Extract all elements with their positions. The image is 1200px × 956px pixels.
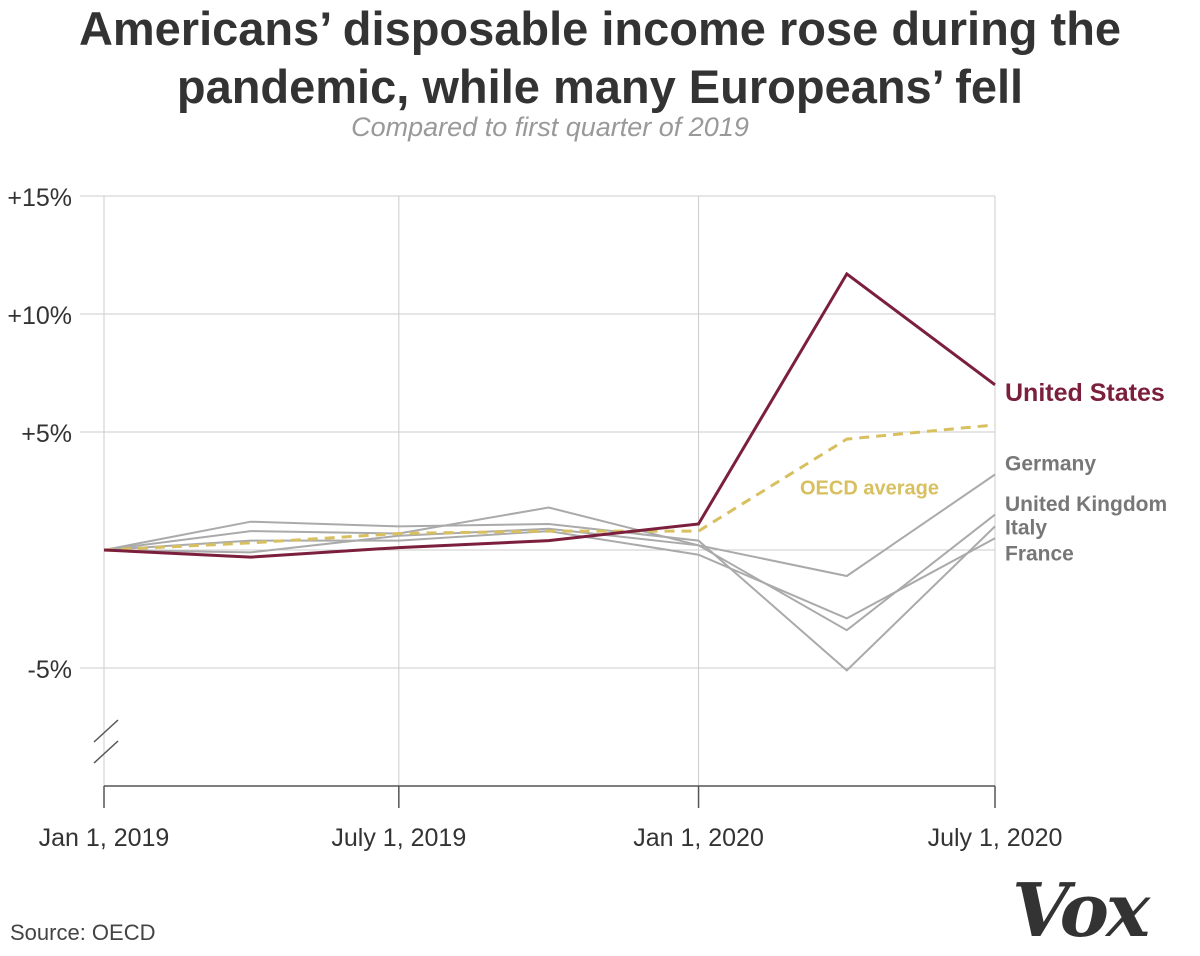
series-label-united-kingdom: United Kingdom bbox=[1005, 493, 1167, 516]
grid-layer bbox=[80, 195, 996, 808]
series-line-italy bbox=[103, 520, 996, 672]
series-label-germany: Germany bbox=[1005, 453, 1096, 476]
x-tick-label: July 1, 2019 bbox=[331, 824, 466, 852]
y-tick-label: +15% bbox=[7, 184, 72, 212]
title-line-2: pandemic, while many Europeans’ fell bbox=[176, 60, 1024, 113]
x-tick-label: July 1, 2020 bbox=[928, 824, 1063, 852]
series-line-united-states bbox=[103, 271, 996, 559]
series-line-germany bbox=[103, 473, 996, 578]
axis-break-mark bbox=[93, 719, 119, 743]
series-line-oecd-average bbox=[103, 423, 996, 552]
series-line-france bbox=[103, 530, 996, 620]
label-layer: +15% +10% +5% -5% Jan 1, 2019 July 1, 2019 Jan… bbox=[7, 184, 1167, 852]
series-line-united-kingdom bbox=[103, 513, 996, 632]
x-tick-label: Jan 1, 2019 bbox=[39, 824, 170, 852]
series-label-oecd-average: OECD average bbox=[800, 477, 939, 499]
source-note: Source: OECD bbox=[10, 920, 156, 945]
x-tick-label: Jan 1, 2020 bbox=[633, 824, 764, 852]
y-tick-label: -5% bbox=[28, 656, 72, 684]
y-tick-label: +10% bbox=[7, 302, 72, 330]
chart-title: Americans’ disposable income rose during… bbox=[0, 0, 1200, 116]
series-label-united-states: United States bbox=[1005, 379, 1165, 407]
axis-break-mark bbox=[93, 740, 119, 764]
series-label-france: France bbox=[1005, 542, 1074, 565]
vox-logo: Vox bbox=[1012, 868, 1150, 954]
title-line-1: Americans’ disposable income rose during… bbox=[78, 2, 1122, 55]
series-layer bbox=[103, 271, 996, 672]
y-tick-label: +5% bbox=[21, 420, 72, 448]
series-label-italy: Italy bbox=[1005, 516, 1047, 539]
chart-subtitle: Compared to first quarter of 2019 bbox=[351, 112, 749, 142]
